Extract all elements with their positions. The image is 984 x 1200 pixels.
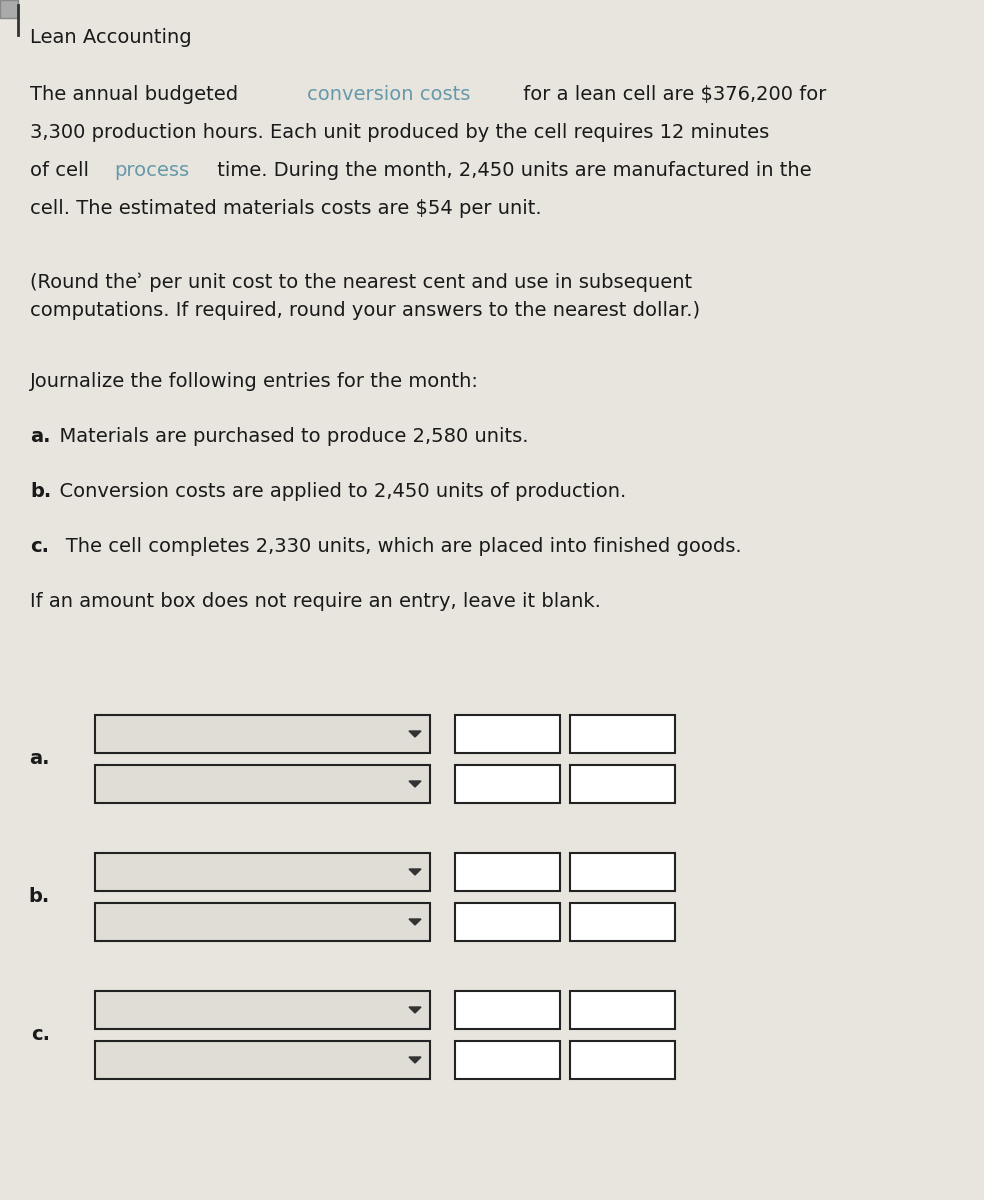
- Text: Journalize the following entries for the month:: Journalize the following entries for the…: [30, 372, 479, 391]
- Text: process: process: [114, 161, 189, 180]
- Bar: [95, 1040, 430, 1079]
- Polygon shape: [409, 731, 421, 737]
- Bar: [455, 766, 560, 803]
- Text: b.: b.: [29, 888, 50, 906]
- Text: Materials are purchased to produce 2,580 units.: Materials are purchased to produce 2,580…: [47, 427, 528, 446]
- Bar: [95, 902, 430, 941]
- Bar: [570, 991, 675, 1028]
- Polygon shape: [409, 919, 421, 925]
- Bar: [455, 902, 560, 941]
- Bar: [95, 991, 430, 1028]
- Bar: [0, 0, 18, 18]
- Bar: [570, 853, 675, 890]
- Bar: [455, 715, 560, 754]
- Bar: [455, 1040, 560, 1079]
- Bar: [455, 991, 560, 1028]
- Bar: [95, 715, 430, 754]
- Text: 3,300 production hours. Each unit produced by the cell requires 12 minutes: 3,300 production hours. Each unit produc…: [30, 122, 769, 142]
- Text: (Round theʾ per unit cost to the nearest cent and use in subsequent
computations: (Round theʾ per unit cost to the nearest…: [30, 272, 701, 319]
- Polygon shape: [409, 1057, 421, 1063]
- Text: cell. The estimated materials costs are $54 per unit.: cell. The estimated materials costs are …: [30, 199, 541, 218]
- Text: conversion costs: conversion costs: [307, 85, 470, 104]
- Text: b.: b.: [30, 482, 51, 502]
- Text: c.: c.: [31, 1026, 50, 1044]
- Text: of cell: of cell: [30, 161, 95, 180]
- Text: time. During the month, 2,450 units are manufactured in the: time. During the month, 2,450 units are …: [212, 161, 812, 180]
- Text: a.: a.: [30, 427, 50, 446]
- Bar: [570, 902, 675, 941]
- Bar: [570, 766, 675, 803]
- Text: for a lean cell are $376,200 for: for a lean cell are $376,200 for: [518, 85, 827, 104]
- Text: c.: c.: [30, 538, 49, 556]
- Polygon shape: [409, 869, 421, 875]
- Bar: [455, 853, 560, 890]
- Text: a.: a.: [30, 750, 50, 768]
- Bar: [95, 766, 430, 803]
- Bar: [570, 1040, 675, 1079]
- Text: If an amount box does not require an entry, leave it blank.: If an amount box does not require an ent…: [30, 592, 601, 611]
- Bar: [570, 715, 675, 754]
- Bar: [95, 853, 430, 890]
- Text: Conversion costs are applied to 2,450 units of production.: Conversion costs are applied to 2,450 un…: [47, 482, 626, 502]
- Text: Lean Accounting: Lean Accounting: [30, 28, 192, 47]
- Polygon shape: [409, 781, 421, 787]
- Text: The annual budgeted: The annual budgeted: [30, 85, 244, 104]
- Text: The cell completes 2,330 units, which are placed into finished goods.: The cell completes 2,330 units, which ar…: [47, 538, 742, 556]
- Polygon shape: [409, 1007, 421, 1013]
